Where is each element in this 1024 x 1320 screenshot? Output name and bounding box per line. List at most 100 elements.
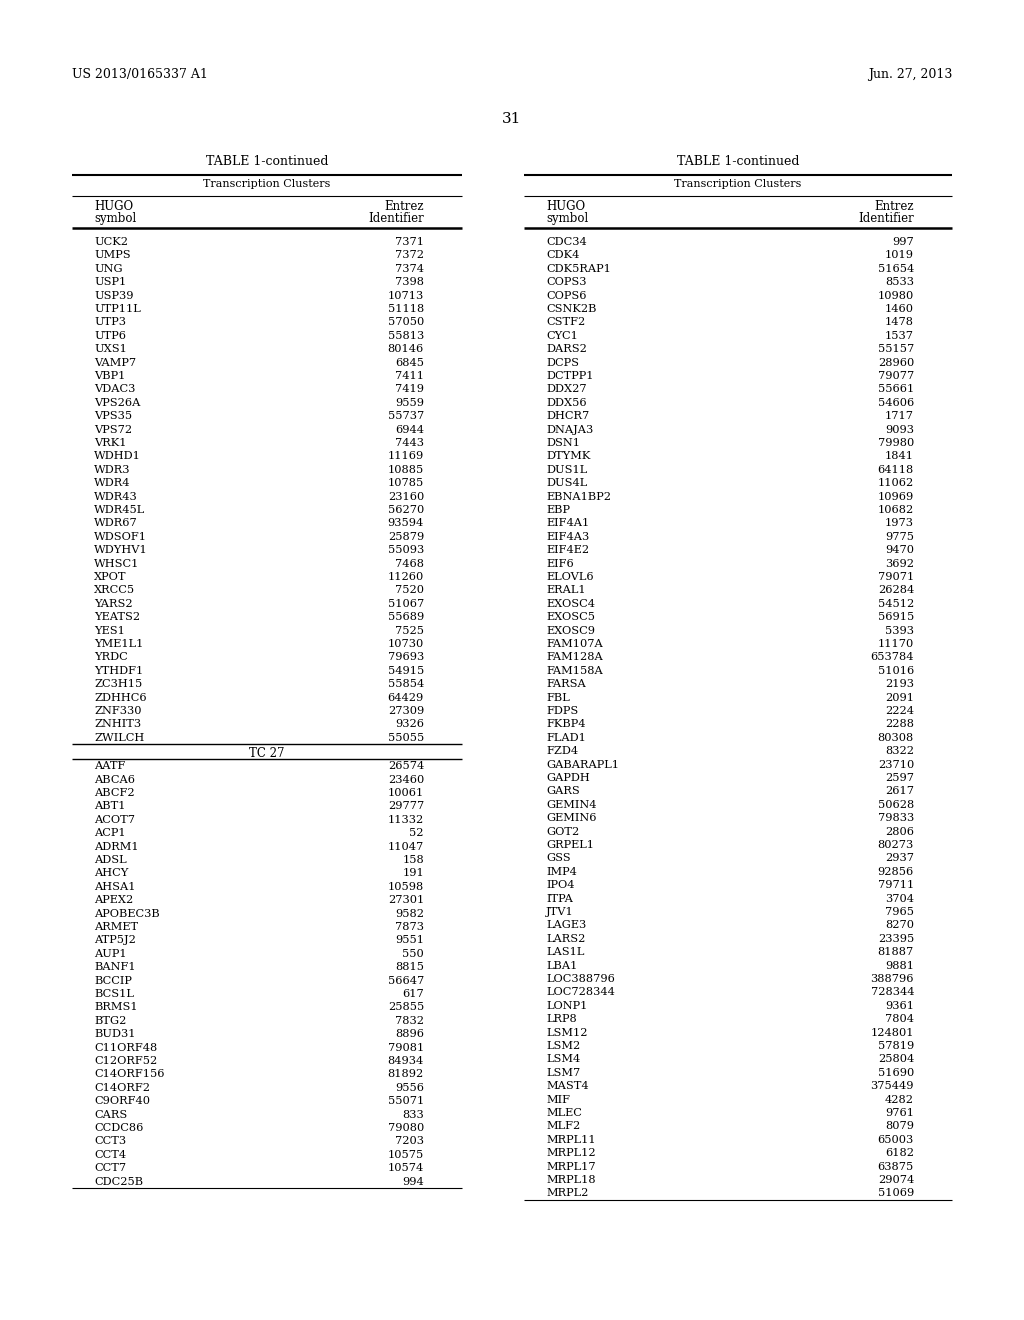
Text: 9556: 9556 (395, 1082, 424, 1093)
Text: 79081: 79081 (388, 1043, 424, 1052)
Text: 81887: 81887 (878, 948, 914, 957)
Text: 10598: 10598 (388, 882, 424, 892)
Text: 2288: 2288 (885, 719, 914, 730)
Text: 5393: 5393 (885, 626, 914, 636)
Text: 93594: 93594 (388, 519, 424, 528)
Text: 51069: 51069 (878, 1188, 914, 1199)
Text: VAMP7: VAMP7 (94, 358, 136, 367)
Text: 9559: 9559 (395, 397, 424, 408)
Text: MRPL11: MRPL11 (546, 1135, 596, 1144)
Text: 158: 158 (402, 855, 424, 865)
Text: 994: 994 (402, 1176, 424, 1187)
Text: ADRM1: ADRM1 (94, 842, 138, 851)
Text: WDR3: WDR3 (94, 465, 130, 475)
Text: Identifier: Identifier (369, 213, 424, 224)
Text: MAST4: MAST4 (546, 1081, 589, 1092)
Text: 55813: 55813 (388, 331, 424, 341)
Text: ABT1: ABT1 (94, 801, 126, 812)
Text: CYC1: CYC1 (546, 331, 578, 341)
Text: 3704: 3704 (885, 894, 914, 904)
Text: USP1: USP1 (94, 277, 126, 288)
Text: YRDC: YRDC (94, 652, 128, 663)
Text: CCDC86: CCDC86 (94, 1123, 143, 1133)
Text: 51067: 51067 (388, 599, 424, 609)
Text: FDPS: FDPS (546, 706, 579, 715)
Text: 52: 52 (410, 828, 424, 838)
Text: VRK1: VRK1 (94, 438, 127, 447)
Text: IMP4: IMP4 (546, 867, 577, 876)
Text: 8270: 8270 (885, 920, 914, 931)
Text: 23710: 23710 (878, 759, 914, 770)
Text: AHSA1: AHSA1 (94, 882, 135, 892)
Text: C11ORF48: C11ORF48 (94, 1043, 158, 1052)
Text: 54606: 54606 (878, 397, 914, 408)
Text: 51654: 51654 (878, 264, 914, 273)
Text: DSN1: DSN1 (546, 438, 580, 447)
Text: 55854: 55854 (388, 680, 424, 689)
Text: 57819: 57819 (878, 1041, 914, 1051)
Text: 9761: 9761 (885, 1107, 914, 1118)
Text: VBP1: VBP1 (94, 371, 125, 381)
Text: 9582: 9582 (395, 908, 424, 919)
Text: TABLE 1-continued: TABLE 1-continued (677, 154, 800, 168)
Text: FAM128A: FAM128A (546, 652, 603, 663)
Text: GSS: GSS (546, 854, 570, 863)
Text: C9ORF40: C9ORF40 (94, 1096, 150, 1106)
Text: TC 27: TC 27 (249, 747, 285, 760)
Text: YME1L1: YME1L1 (94, 639, 143, 649)
Text: 1478: 1478 (885, 317, 914, 327)
Text: UTP11L: UTP11L (94, 304, 140, 314)
Text: 9470: 9470 (885, 545, 914, 556)
Text: 54512: 54512 (878, 599, 914, 609)
Text: 79833: 79833 (878, 813, 914, 824)
Text: 8322: 8322 (885, 746, 914, 756)
Text: 79980: 79980 (878, 438, 914, 447)
Text: WDHD1: WDHD1 (94, 451, 141, 462)
Text: C14ORF2: C14ORF2 (94, 1082, 150, 1093)
Text: ERAL1: ERAL1 (546, 585, 586, 595)
Text: 7525: 7525 (395, 626, 424, 636)
Text: 7419: 7419 (395, 384, 424, 395)
Text: 4282: 4282 (885, 1094, 914, 1105)
Text: HUGO: HUGO (94, 201, 133, 213)
Text: EXOSC5: EXOSC5 (546, 612, 595, 622)
Text: 11169: 11169 (388, 451, 424, 462)
Text: 56915: 56915 (878, 612, 914, 622)
Text: 2224: 2224 (885, 706, 914, 715)
Text: CCT7: CCT7 (94, 1163, 126, 1173)
Text: 2806: 2806 (885, 826, 914, 837)
Text: 26284: 26284 (878, 585, 914, 595)
Text: 9326: 9326 (395, 719, 424, 730)
Text: 55093: 55093 (388, 545, 424, 556)
Text: EIF4A3: EIF4A3 (546, 532, 589, 541)
Text: XRCC5: XRCC5 (94, 585, 135, 595)
Text: 27301: 27301 (388, 895, 424, 906)
Text: 79711: 79711 (878, 880, 914, 890)
Text: 997: 997 (892, 238, 914, 247)
Text: UNG: UNG (94, 264, 123, 273)
Text: ACOT7: ACOT7 (94, 814, 135, 825)
Text: 23395: 23395 (878, 933, 914, 944)
Text: 1973: 1973 (885, 519, 914, 528)
Text: Jun. 27, 2013: Jun. 27, 2013 (867, 69, 952, 81)
Text: 8896: 8896 (395, 1030, 424, 1039)
Text: VPS72: VPS72 (94, 425, 132, 434)
Text: 8815: 8815 (395, 962, 424, 973)
Text: LSM7: LSM7 (546, 1068, 581, 1078)
Text: LAGE3: LAGE3 (546, 920, 587, 931)
Text: LSM12: LSM12 (546, 1027, 588, 1038)
Text: 55737: 55737 (388, 412, 424, 421)
Text: 9551: 9551 (395, 936, 424, 945)
Text: YEATS2: YEATS2 (94, 612, 140, 622)
Text: BCS1L: BCS1L (94, 989, 134, 999)
Text: BTG2: BTG2 (94, 1016, 126, 1026)
Text: 7372: 7372 (395, 251, 424, 260)
Text: 50628: 50628 (878, 800, 914, 809)
Text: GABARAPL1: GABARAPL1 (546, 759, 618, 770)
Text: YARS2: YARS2 (94, 599, 133, 609)
Text: LSM4: LSM4 (546, 1055, 581, 1064)
Text: 51118: 51118 (388, 304, 424, 314)
Text: 10061: 10061 (388, 788, 424, 799)
Text: 833: 833 (402, 1110, 424, 1119)
Text: ZWILCH: ZWILCH (94, 733, 144, 743)
